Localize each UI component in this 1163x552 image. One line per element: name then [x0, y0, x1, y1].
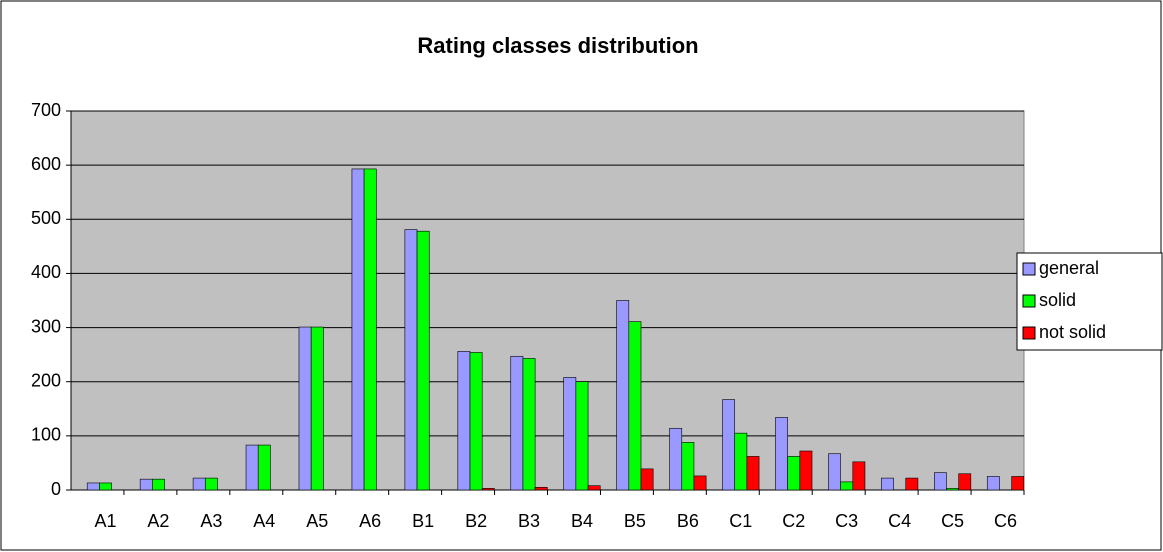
chart-title: Rating classes distribution — [417, 33, 698, 58]
bar — [946, 488, 959, 491]
bar — [587, 485, 601, 491]
x-tick-label: A6 — [359, 511, 381, 531]
bar — [616, 300, 630, 491]
y-tick-label: 400 — [31, 262, 61, 282]
x-tick-label: B5 — [624, 511, 646, 531]
bar — [522, 358, 536, 491]
y-tick-label: 200 — [31, 370, 61, 390]
bar — [534, 486, 548, 491]
y-tick-label: 100 — [31, 425, 61, 445]
bar — [958, 473, 972, 491]
y-tick-label: 700 — [31, 100, 61, 120]
bar — [563, 377, 577, 491]
bar — [1011, 476, 1025, 491]
x-tick-label: B2 — [465, 511, 487, 531]
bar — [828, 453, 841, 491]
bar — [99, 482, 112, 491]
y-tick-label: 600 — [31, 154, 61, 174]
x-tick-label: C4 — [888, 511, 911, 531]
x-tick-label: C5 — [941, 511, 964, 531]
bar — [257, 444, 271, 491]
legend-label: not solid — [1039, 322, 1106, 342]
x-tick-label: A2 — [147, 511, 169, 531]
bar — [986, 476, 1000, 491]
bar — [681, 442, 695, 491]
x-tick-label: C1 — [729, 511, 752, 531]
bar — [787, 456, 801, 491]
bar — [416, 230, 430, 491]
bar — [905, 477, 919, 491]
bar — [139, 478, 153, 491]
bar — [934, 472, 947, 491]
legend-swatch — [1022, 262, 1036, 276]
bar — [404, 229, 418, 491]
plot-area — [70, 110, 1025, 491]
bar — [575, 381, 589, 491]
x-tick-label: C6 — [994, 511, 1017, 531]
x-tick-label: B3 — [518, 511, 540, 531]
bar — [693, 475, 707, 491]
bar — [192, 477, 206, 491]
x-tick-label: A1 — [94, 511, 116, 531]
bar — [628, 321, 642, 491]
bar — [310, 326, 324, 491]
legend-swatch — [1022, 326, 1036, 340]
legend-label: general — [1039, 258, 1099, 278]
x-tick-label: B6 — [677, 511, 699, 531]
legend-label: solid — [1039, 290, 1076, 310]
bar — [775, 417, 788, 491]
bar — [852, 461, 866, 491]
bar — [669, 427, 683, 491]
x-tick-label: A4 — [253, 511, 275, 531]
y-tick-label: 300 — [31, 316, 61, 336]
bar — [86, 482, 100, 491]
legend-swatch — [1022, 294, 1036, 308]
bar — [840, 481, 854, 491]
bar — [298, 326, 312, 491]
bar — [351, 168, 365, 491]
x-tick-label: C2 — [782, 511, 805, 531]
bar — [881, 477, 894, 491]
legend-box — [1016, 252, 1163, 351]
bar — [722, 399, 736, 491]
x-tick-label: B4 — [571, 511, 593, 531]
bar — [457, 351, 471, 491]
y-tick-label: 500 — [31, 208, 61, 228]
bar — [481, 488, 495, 491]
bar — [204, 477, 218, 491]
bar — [152, 478, 165, 491]
bar — [245, 444, 259, 491]
bar — [510, 355, 524, 491]
x-tick-label: A3 — [200, 511, 222, 531]
bar — [363, 168, 377, 491]
bar — [746, 456, 760, 491]
y-tick-label: 0 — [51, 479, 61, 499]
bar — [734, 432, 748, 491]
x-tick-label: A5 — [306, 511, 328, 531]
bar — [469, 352, 483, 491]
bar — [799, 450, 813, 491]
bar — [640, 468, 654, 491]
x-tick-label: B1 — [412, 511, 434, 531]
x-tick-label: C3 — [835, 511, 858, 531]
